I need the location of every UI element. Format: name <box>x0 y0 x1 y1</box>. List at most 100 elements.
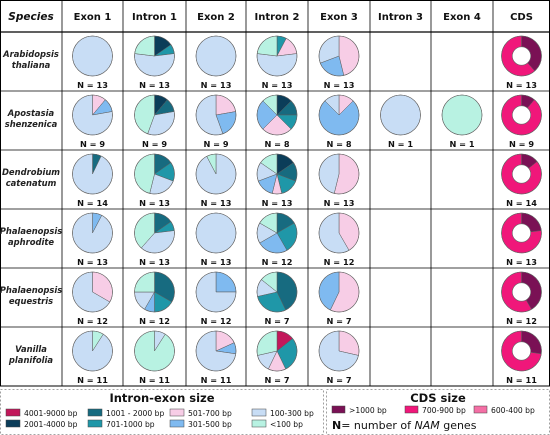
pie-outline <box>318 212 360 254</box>
pie-cell: N = 12 <box>72 271 113 326</box>
n-count-label: N = 7 <box>326 375 351 385</box>
size-legend-label: 2001-4000 bp <box>24 420 78 429</box>
pie-outline <box>318 35 360 77</box>
pie-outline <box>318 153 360 195</box>
donut-hole <box>511 164 531 184</box>
pie-outline <box>72 35 113 77</box>
pie-outline <box>134 271 175 313</box>
pie-cell: N = 1 <box>441 94 483 149</box>
pie-outline <box>501 271 542 313</box>
pie-outline <box>195 153 237 195</box>
cds-size-legend: CDS size >1000 bp 700-900 bp 600-400 bp N= n… <box>326 389 550 435</box>
pie-cell: N = 13 <box>134 153 175 208</box>
header-intron-1: Intron 1 <box>132 12 177 23</box>
pie-slice <box>256 35 278 57</box>
pie-outline <box>501 153 542 195</box>
n-count-label: N = 1 <box>449 139 474 149</box>
pie-cell: N = 12 <box>256 212 298 267</box>
pie-outline <box>72 212 113 254</box>
donut-hole <box>511 341 531 361</box>
pie-outline <box>134 212 175 254</box>
pie-cell: N = 8 <box>318 94 360 149</box>
pie-cell: N = 12 <box>195 271 237 326</box>
pie-outline <box>72 153 113 195</box>
header-species: Species <box>8 11 53 23</box>
pie-cell: N = 14 <box>72 153 113 208</box>
size-legend-item: 701-1000 bp <box>87 419 155 429</box>
pie-cell: N = 1 <box>380 94 421 149</box>
table-grid <box>0 0 550 387</box>
pie-outline <box>134 153 175 195</box>
pie-slice <box>134 35 155 57</box>
pie-outline <box>318 330 360 372</box>
n-count-label: N = 12 <box>262 257 293 267</box>
pie-cell: N = 13 <box>72 212 113 267</box>
pie-cell: N = 7 <box>256 271 298 326</box>
pie-slice <box>134 53 175 77</box>
pie-cell: N = 7 <box>256 330 298 385</box>
species-genus: Dendrobium <box>2 167 60 177</box>
pie-cell: N = 13 <box>195 212 237 267</box>
size-legend-item: 1001 - 2000 bp <box>87 408 164 418</box>
donut-hole <box>511 46 531 66</box>
size-legend-label: 100-300 bp <box>270 409 314 418</box>
pie-cell: N = 7 <box>318 271 360 326</box>
pie-cell: N = 12 <box>318 212 360 267</box>
n-count-label: N = 1 <box>388 139 413 149</box>
pie-cell: N = 13 <box>72 35 113 90</box>
n-count-label: N = 13 <box>139 80 170 90</box>
pie-cell: N = 12 <box>501 271 542 326</box>
pie-cell: N = 14 <box>501 153 542 208</box>
n-count-label: N = 7 <box>264 375 289 385</box>
pie-outline <box>134 330 175 372</box>
pie-slice <box>256 53 298 77</box>
pie-cell: N = 11 <box>501 330 542 385</box>
n-count-label: N = 7 <box>264 316 289 326</box>
species-genus: Vanilla <box>15 344 47 354</box>
pie-outline <box>256 94 298 136</box>
pie-cell: N = 9 <box>195 94 237 149</box>
pie-outline <box>256 212 298 254</box>
n-count-label: N = 13 <box>139 257 170 267</box>
pie-outline <box>501 330 542 372</box>
species-epithet: equestris <box>9 296 53 306</box>
pie-outline <box>441 94 483 136</box>
species-genus: Apostasia <box>7 108 55 118</box>
size-legend-label: 301-500 bp <box>188 420 232 429</box>
n-count-label: N = 14 <box>77 198 108 208</box>
n-definition-note: N= number of NAM genes <box>332 419 477 432</box>
species-epithet: aphrodite <box>8 237 54 247</box>
n-count-label: N = 14 <box>506 198 537 208</box>
pie-outline <box>501 94 542 136</box>
pie-cell: N = 11 <box>72 330 113 385</box>
n-count-label: N = 12 <box>139 316 170 326</box>
species-epithet: thaliana <box>12 60 51 70</box>
size-swatch <box>5 408 21 417</box>
size-legend-item: 100-300 bp <box>251 408 314 418</box>
n-count-label: N = 9 <box>203 139 228 149</box>
species-genus: Arabidopsis <box>2 49 59 59</box>
pie-outline <box>256 35 298 77</box>
size-swatch <box>5 419 21 428</box>
pie-outline <box>501 212 542 254</box>
size-swatch <box>169 419 185 428</box>
cds-legend-label: 700-900 bp <box>422 406 466 415</box>
pie-outline <box>256 330 298 372</box>
size-legend-item: 4001-9000 bp <box>5 408 78 418</box>
pie-cell: N = 7 <box>318 330 360 385</box>
n-count-label: N = 7 <box>326 316 351 326</box>
cds-swatch <box>473 405 488 414</box>
size-legend-title: Intron-exon size <box>109 391 214 405</box>
pie-cell: N = 13 <box>134 35 175 90</box>
pie-cell: N = 13 <box>501 212 542 267</box>
